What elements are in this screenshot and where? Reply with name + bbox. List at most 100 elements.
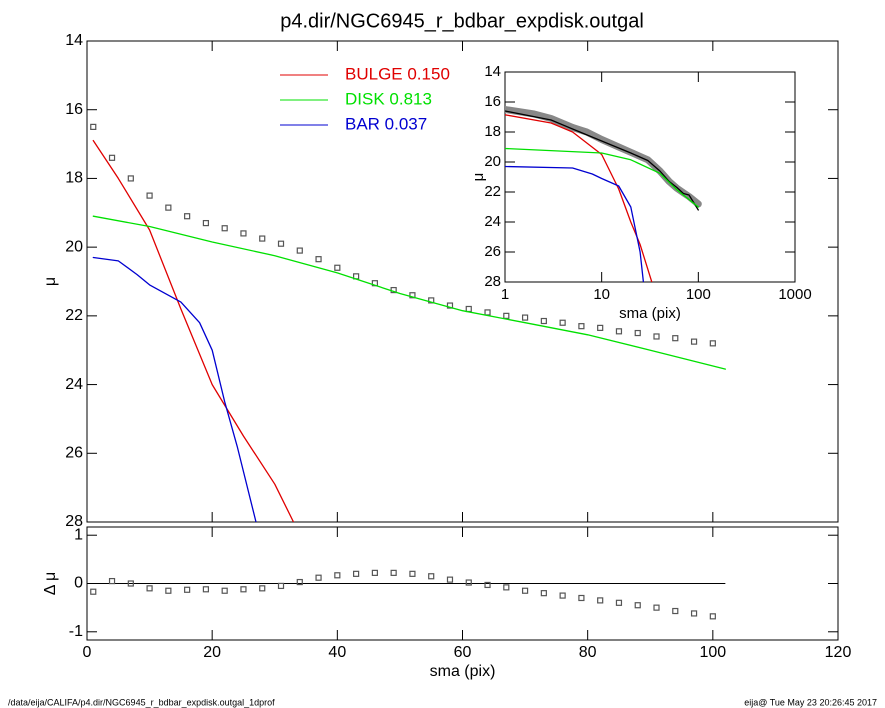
y-tick-label: 14 <box>65 32 83 49</box>
data-point <box>446 302 454 309</box>
data-point <box>634 602 641 609</box>
data-point <box>709 340 716 347</box>
data-point <box>540 317 547 325</box>
data-point <box>559 319 566 326</box>
y-axis-label: μ <box>42 277 59 286</box>
data-point <box>409 570 416 577</box>
data-point <box>277 582 285 590</box>
data-point <box>484 309 491 316</box>
footer-right: eija@ Tue May 23 20:26:45 2017 <box>744 697 877 707</box>
data-point <box>221 587 228 594</box>
x-tick-label: 60 <box>454 644 472 661</box>
footer-left: /data/eija/CALIFA/p4.dir/NGC6945_r_bdbar… <box>8 697 275 707</box>
data-point <box>390 569 397 576</box>
data-point <box>108 154 116 161</box>
data-point <box>578 594 585 602</box>
data-point <box>184 586 191 593</box>
data-point <box>277 240 285 247</box>
data-point <box>165 204 172 211</box>
data-point <box>521 587 529 594</box>
data-point <box>240 586 247 593</box>
y-tick-label: 22 <box>65 307 83 324</box>
data-point <box>315 574 322 581</box>
legend-label: DISK 0.813 <box>345 89 432 108</box>
plot-frame <box>504 71 796 283</box>
data-point <box>202 219 210 227</box>
y-tick-label: 26 <box>65 445 83 462</box>
x-tick-label: 1 <box>501 286 509 303</box>
data-point <box>315 256 322 263</box>
data-point <box>146 192 153 199</box>
data-point <box>90 123 97 130</box>
data-point <box>259 585 266 592</box>
y-tick-label: 20 <box>484 153 501 170</box>
series-line <box>505 110 699 211</box>
data-point <box>709 613 716 620</box>
y-tick-label: 16 <box>65 101 83 118</box>
data-point <box>409 292 416 299</box>
series-line <box>92 256 257 522</box>
data-point <box>334 572 341 579</box>
y-tick-label: 28 <box>65 513 83 530</box>
data-point <box>428 573 435 580</box>
data-point <box>296 247 303 254</box>
data-point <box>446 576 454 583</box>
data-point <box>127 580 134 587</box>
data-point <box>240 230 247 237</box>
series-line <box>505 106 702 208</box>
x-tick-label: 20 <box>203 644 221 661</box>
y-tick-label: 0 <box>74 575 83 592</box>
y-tick-label: 24 <box>65 376 83 393</box>
data-point <box>90 588 97 595</box>
data-point <box>597 597 604 604</box>
data-point <box>690 610 698 617</box>
data-point <box>184 213 191 220</box>
data-point <box>334 264 341 271</box>
data-point <box>127 175 134 182</box>
data-point <box>465 579 472 586</box>
y-tick-label: 18 <box>484 123 501 140</box>
data-point <box>353 570 360 577</box>
series-line <box>92 215 727 370</box>
legend-label: BAR 0.037 <box>345 114 427 133</box>
data-point <box>615 328 623 335</box>
data-point <box>615 599 623 606</box>
data-point <box>597 324 604 331</box>
data-point <box>672 607 679 615</box>
series-line <box>92 139 295 522</box>
data-point <box>108 577 116 585</box>
x-tick-label: 10 <box>593 286 610 303</box>
data-point <box>634 329 641 337</box>
y-tick-label: 18 <box>65 170 83 187</box>
data-point <box>371 569 378 576</box>
data-point <box>559 592 566 599</box>
data-point <box>653 604 660 611</box>
data-point <box>202 586 210 593</box>
data-point <box>672 335 679 342</box>
chart-title: p4.dir/NGC6945_r_bdbar_expdisk.outgal <box>280 10 644 32</box>
y-axis-label: Δ μ <box>42 572 59 595</box>
legend-label: BULGE 0.150 <box>345 64 450 83</box>
x-tick-label: 0 <box>83 644 92 661</box>
y-tick-label: 28 <box>484 273 501 290</box>
y-tick-label: 26 <box>484 243 501 260</box>
data-point <box>521 314 529 321</box>
x-tick-label: 120 <box>825 644 852 661</box>
data-point <box>296 578 303 586</box>
data-point <box>503 312 510 319</box>
data-point <box>428 297 435 304</box>
y-tick-label: 14 <box>484 63 501 80</box>
x-axis-label: sma (pix) <box>619 305 681 322</box>
y-tick-label: 1 <box>74 526 83 543</box>
x-tick-label: 80 <box>579 644 597 661</box>
data-point <box>484 581 491 589</box>
data-point <box>578 323 585 330</box>
y-tick-label: 20 <box>65 238 83 255</box>
data-point <box>653 333 660 340</box>
x-tick-label: 1000 <box>778 286 811 303</box>
data-point <box>465 305 472 313</box>
data-point <box>221 225 228 232</box>
y-tick-label: -1 <box>69 623 83 640</box>
series-line <box>505 114 653 282</box>
